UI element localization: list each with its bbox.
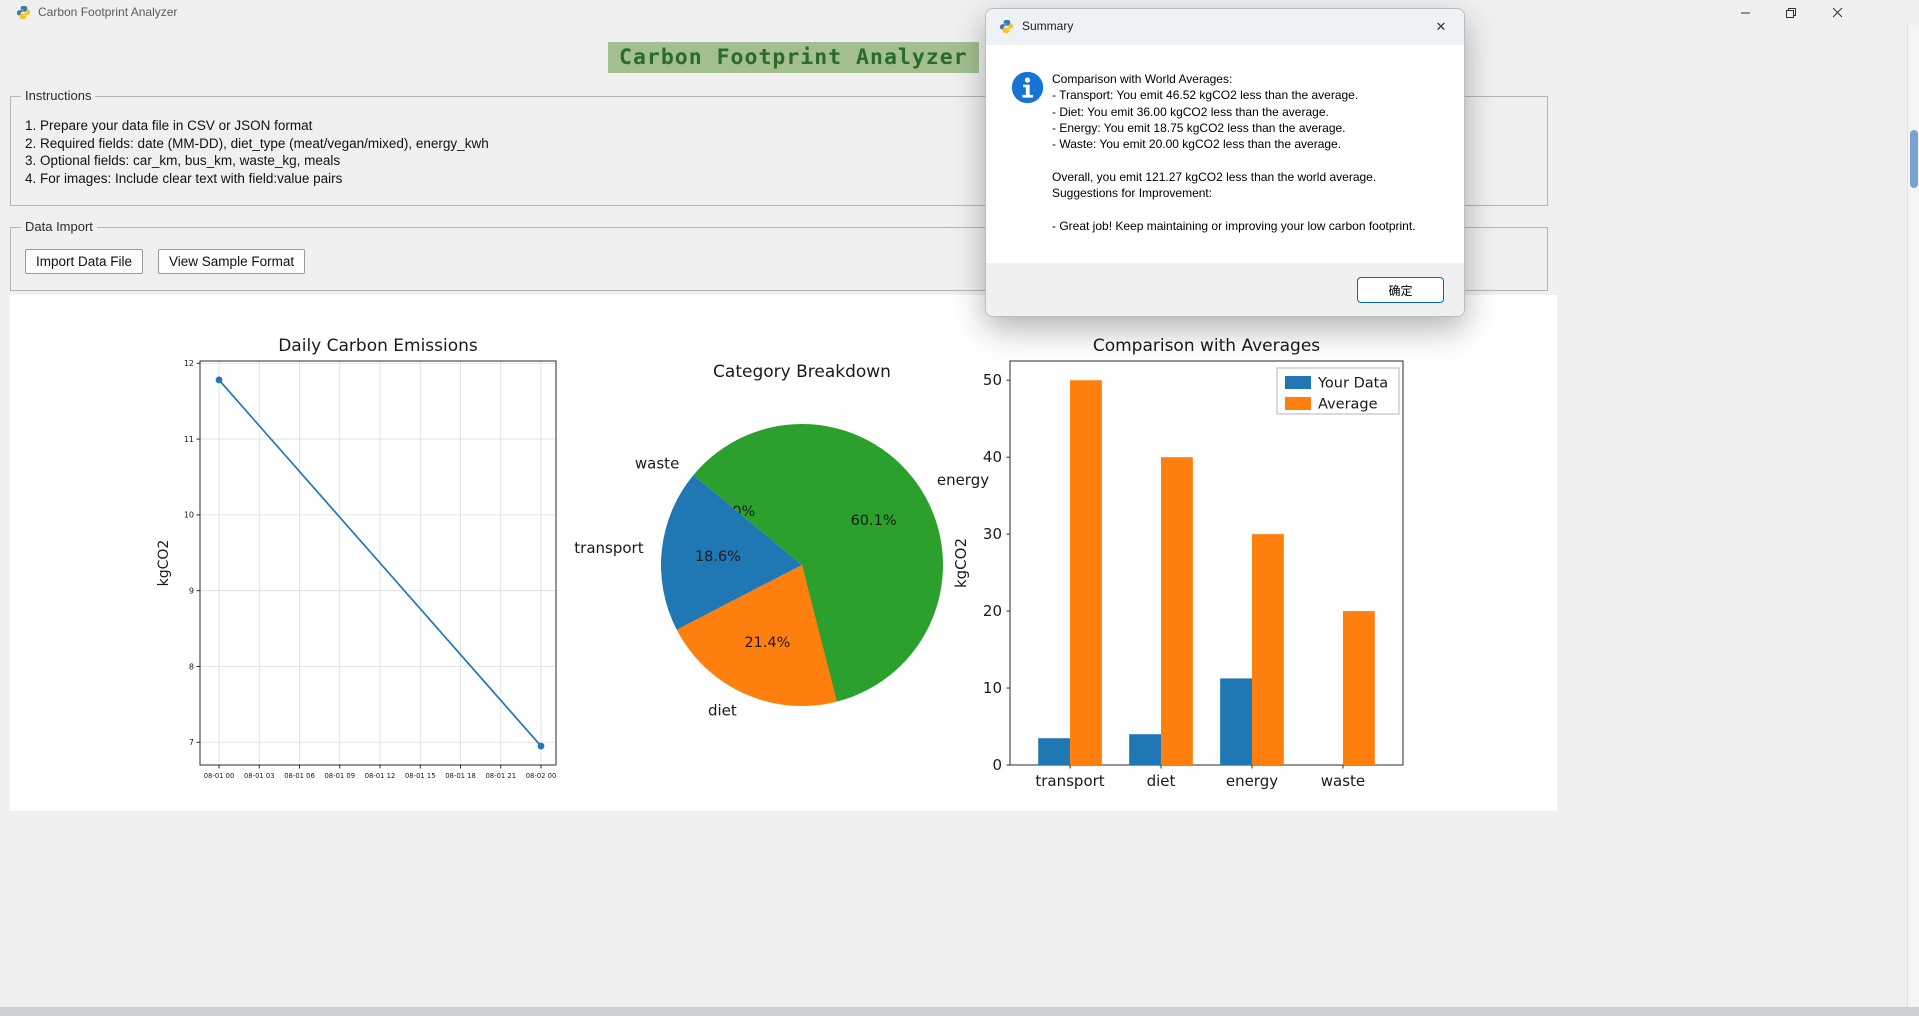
svg-text:10: 10	[983, 679, 1002, 697]
svg-text:transport: transport	[1035, 772, 1104, 790]
svg-text:08-01 21: 08-01 21	[485, 772, 516, 780]
close-icon	[1832, 7, 1842, 18]
svg-text:08-01 03: 08-01 03	[244, 772, 275, 780]
svg-text:9: 9	[189, 586, 194, 595]
minimize-button[interactable]	[1722, 0, 1768, 25]
dialog-line: Suggestions for Improvement:	[1052, 186, 1213, 201]
svg-text:60.1%: 60.1%	[851, 513, 897, 529]
svg-text:Daily Carbon Emissions: Daily Carbon Emissions	[278, 336, 478, 356]
dialog-line: - Diet: You emit 36.00 kgCO2 less than t…	[1052, 104, 1329, 119]
svg-text:08-01 12: 08-01 12	[365, 772, 396, 780]
svg-text:08-01 00: 08-01 00	[204, 772, 235, 780]
svg-text:energy: energy	[937, 471, 989, 489]
info-icon	[1011, 71, 1044, 109]
window-controls	[1722, 0, 1860, 25]
import-data-button[interactable]: Import Data File	[25, 249, 144, 274]
svg-text:Average: Average	[1318, 397, 1378, 413]
svg-text:10: 10	[184, 511, 194, 520]
svg-text:18.6%: 18.6%	[695, 549, 741, 565]
svg-text:12: 12	[184, 359, 194, 368]
instructions-list: 1. Prepare your data file in CSV or JSON…	[25, 117, 489, 187]
charts-panel: 08-01 00 08-01 03 08-01 06 08-01 09 08-01 12…	[10, 295, 1557, 811]
instruction-line: 3. Optional fields: car_km, bus_km, wast…	[25, 153, 341, 168]
instructions-label: Instructions	[21, 88, 96, 103]
svg-text:Category Breakdown: Category Breakdown	[713, 362, 891, 382]
svg-text:08-02 00: 08-02 00	[526, 772, 557, 780]
svg-text:kgCO2: kgCO2	[156, 540, 172, 587]
close-button[interactable]	[1814, 0, 1860, 25]
svg-text:08-01 06: 08-01 06	[284, 772, 315, 780]
svg-text:energy: energy	[1226, 772, 1278, 790]
dialog-line: Comparison with World Averages:	[1052, 72, 1233, 86]
svg-text:50: 50	[983, 371, 1002, 389]
instruction-line: 1. Prepare your data file in CSV or JSON…	[25, 118, 313, 133]
svg-text:diet: diet	[1147, 772, 1176, 790]
dialog-line: - Transport: You emit 46.52 kgCO2 less t…	[1052, 88, 1359, 103]
svg-text:waste: waste	[1321, 772, 1365, 790]
svg-text:0: 0	[992, 756, 1002, 774]
svg-text:Comparison with Averages: Comparison with Averages	[1093, 336, 1320, 356]
python-icon	[999, 19, 1014, 39]
titlebar: Carbon Footprint Analyzer	[0, 0, 1919, 25]
svg-text:7: 7	[189, 738, 194, 747]
svg-text:08-01 18: 08-01 18	[445, 772, 476, 780]
page-title: Carbon Footprint Analyzer	[608, 42, 979, 73]
python-icon	[16, 5, 31, 25]
svg-text:21.4%: 21.4%	[744, 635, 790, 651]
dialog-line	[1052, 201, 1447, 217]
dialog-titlebar: Summary ✕	[986, 9, 1464, 45]
restore-button[interactable]	[1768, 0, 1814, 25]
main-scrollbar[interactable]	[1907, 25, 1919, 1008]
dialog-line	[1052, 152, 1447, 168]
svg-text:30: 30	[983, 525, 1002, 543]
dialog-line: - Waste: You emit 20.00 kgCO2 less than …	[1052, 137, 1342, 152]
data-import-label: Data Import	[21, 219, 97, 234]
dialog-message: Comparison with World Averages: - Transp…	[1052, 71, 1447, 234]
restore-icon	[1786, 7, 1796, 18]
instruction-line: 4. For images: Include clear text with f…	[25, 170, 343, 186]
svg-text:8: 8	[189, 662, 194, 671]
svg-text:waste: waste	[635, 454, 679, 472]
dialog-footer: 确定	[986, 263, 1464, 316]
dialog-line: - Great job! Keep maintaining or improvi…	[1052, 218, 1416, 233]
svg-text:diet: diet	[708, 701, 737, 719]
dialog-body: Comparison with World Averages: - Transp…	[986, 45, 1464, 263]
dialog-title: Summary	[1022, 19, 1074, 33]
svg-text:40: 40	[983, 448, 1002, 466]
close-icon: ✕	[1435, 19, 1447, 34]
dialog-line: - Energy: You emit 18.75 kgCO2 less than…	[1052, 120, 1346, 135]
svg-text:kgCO2: kgCO2	[952, 538, 970, 588]
dialog-close-button[interactable]: ✕	[1418, 9, 1464, 45]
svg-text:08-01 09: 08-01 09	[324, 772, 355, 780]
svg-text:11: 11	[184, 435, 194, 444]
svg-text:transport: transport	[574, 539, 643, 557]
scrollbar-thumb[interactable]	[1910, 130, 1918, 188]
window-title: Carbon Footprint Analyzer	[38, 5, 178, 19]
svg-text:Your Data: Your Data	[1317, 376, 1388, 392]
window-bottom-edge	[0, 1007, 1919, 1016]
view-sample-button[interactable]: View Sample Format	[158, 249, 306, 274]
minimize-icon	[1740, 12, 1750, 14]
svg-text:08-01 15: 08-01 15	[405, 772, 436, 780]
instruction-line: 2. Required fields: date (MM-DD), diet_t…	[25, 135, 489, 151]
ok-button[interactable]: 确定	[1357, 277, 1444, 303]
svg-text:20: 20	[983, 602, 1002, 620]
summary-dialog: Summary ✕ Comparison with World Averages…	[985, 8, 1465, 317]
charts-figure: 08-01 00 08-01 03 08-01 06 08-01 09 08-01 12…	[156, 336, 1404, 790]
dialog-line: Overall, you emit 121.27 kgCO2 less than…	[1052, 169, 1377, 184]
